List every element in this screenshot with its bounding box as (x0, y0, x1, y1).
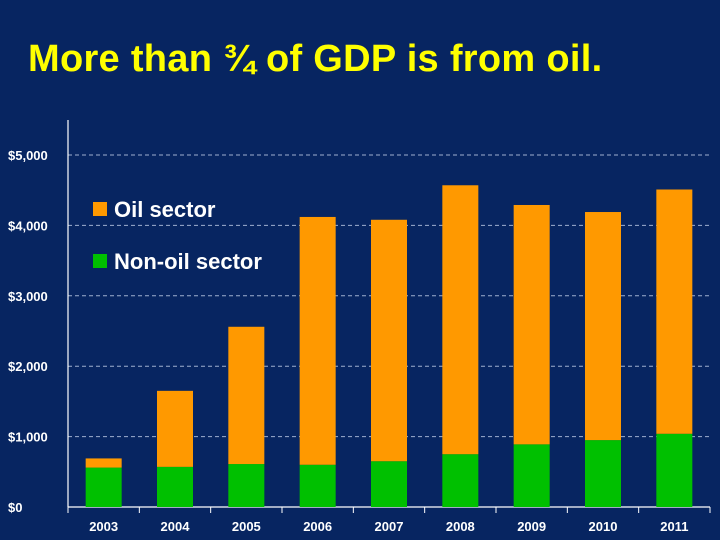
y-tick-label: $0 (8, 500, 22, 515)
bar-non-oil-sector-2005 (228, 464, 265, 507)
x-tick-label: 2009 (517, 519, 546, 534)
x-tick-label: 2008 (446, 519, 475, 534)
legend-label-non-oil-sector: Non-oil sector (114, 249, 262, 274)
x-tick-label: 2004 (161, 519, 191, 534)
bar-oil-sector-2008 (442, 185, 479, 455)
y-tick-label: $3,000 (8, 289, 48, 304)
legend: Oil sector Non-oil sector (93, 197, 262, 274)
bar-non-oil-sector-2006 (299, 464, 336, 507)
bar-non-oil-sector-2011 (656, 433, 693, 507)
x-tick-label: 2006 (303, 519, 332, 534)
legend-label-oil-sector: Oil sector (114, 197, 216, 222)
y-tick-label: $1,000 (8, 430, 48, 445)
y-tick-label: $5,000 (8, 148, 48, 163)
bar-oil-sector-2007 (371, 219, 407, 462)
bar-oil-sector-2010 (585, 212, 621, 441)
legend-swatch-non-oil-sector (93, 254, 107, 268)
tick-labels: $0 $1,000 $2,000 $3,000 $4,000 $5,000 2003 2004… (8, 148, 688, 534)
x-tick-label: 2011 (660, 519, 688, 534)
bar-non-oil-sector-2003 (85, 467, 122, 507)
bar-oil-sector-2011 (656, 189, 693, 434)
y-tick-label: $4,000 (8, 218, 48, 233)
bar-non-oil-sector-2008 (442, 454, 479, 507)
y-tick-label: $2,000 (8, 359, 48, 374)
slide-title: More than ¾ of GDP is from oil. (28, 38, 603, 80)
x-tick-label: 2005 (232, 519, 261, 534)
bar-oil-sector-2005 (228, 326, 265, 465)
bar-oil-sector-2009 (513, 204, 550, 445)
bar-non-oil-sector-2007 (371, 461, 407, 507)
legend-swatch-oil-sector (93, 202, 107, 216)
bar-oil-sector-2003 (85, 458, 122, 468)
bar-oil-sector-2004 (157, 390, 193, 467)
x-tick-label: 2003 (89, 519, 118, 534)
bar-non-oil-sector-2009 (513, 444, 550, 507)
bar-oil-sector-2006 (299, 216, 336, 465)
x-tick-label: 2010 (589, 519, 618, 534)
x-tick-label: 2007 (375, 519, 404, 534)
bars (85, 185, 693, 507)
bar-non-oil-sector-2010 (585, 440, 621, 507)
bar-non-oil-sector-2004 (157, 466, 193, 507)
